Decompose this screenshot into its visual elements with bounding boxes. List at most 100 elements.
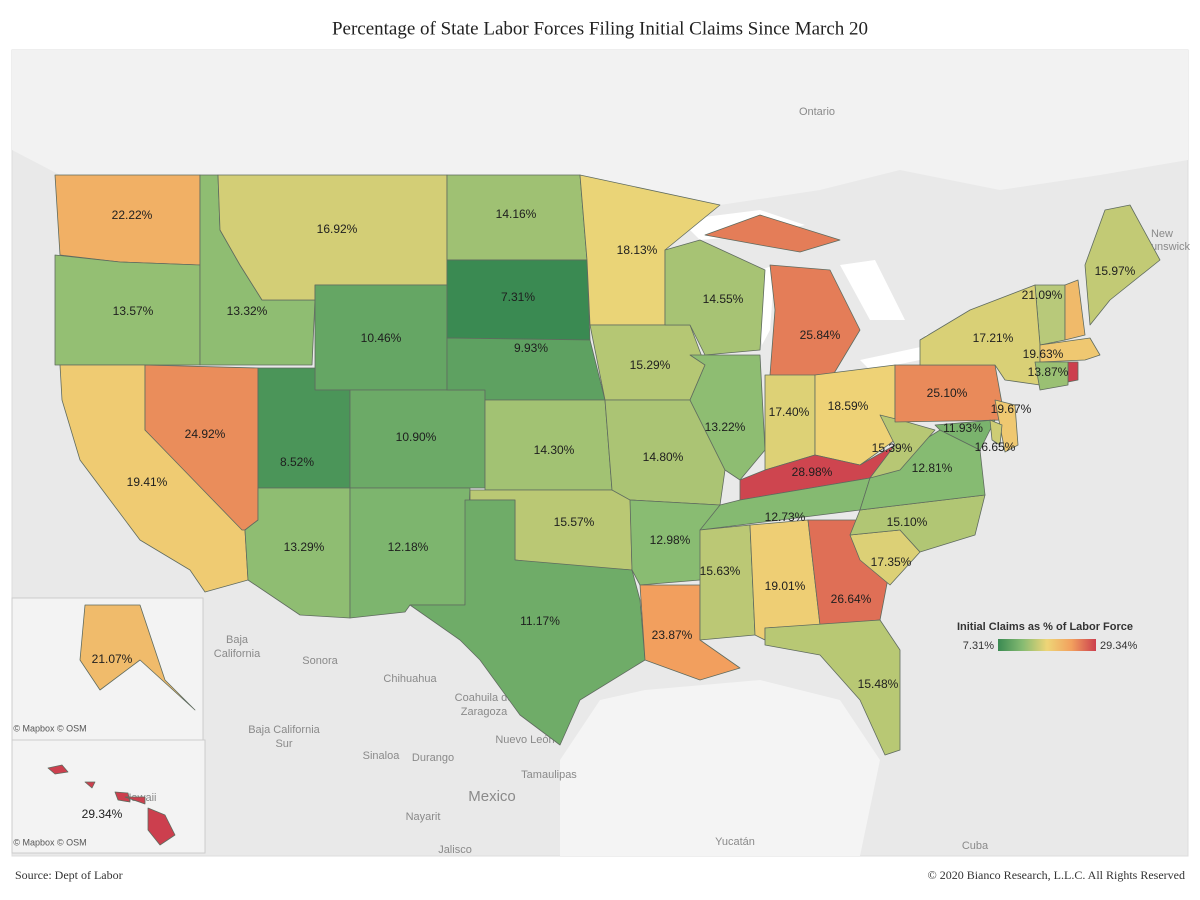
state-value-label: 19.01% xyxy=(765,579,806,593)
basemap-label: Sur xyxy=(275,738,292,750)
basemap-label: Yucatán xyxy=(715,836,755,848)
state-value-label: 7.31% xyxy=(501,290,535,304)
basemap-label: Baja California xyxy=(248,724,320,736)
state xyxy=(47,764,176,846)
state-value-label: 26.64% xyxy=(831,592,872,606)
canada xyxy=(12,50,1188,205)
state-value-label: 14.80% xyxy=(643,450,684,464)
basemap-label: Nuevo León xyxy=(495,734,554,746)
state-value-label: 12.81% xyxy=(912,461,953,475)
state-value-label: 13.32% xyxy=(227,304,268,318)
legend-gradient xyxy=(998,639,1096,651)
state-value-label: 13.57% xyxy=(113,304,154,318)
state-value-label: 15.97% xyxy=(1095,264,1136,278)
state-value-label: 19.67% xyxy=(991,402,1032,416)
state-value-label: 24.92% xyxy=(185,427,226,441)
state xyxy=(989,419,1003,446)
state xyxy=(1034,361,1069,391)
chart-title: Percentage of State Labor Forces Filing … xyxy=(332,18,868,39)
basemap-label: © Mapbox © OSM xyxy=(13,723,86,733)
basemap-label: © Mapbox © OSM xyxy=(13,837,86,847)
state-value-label: 19.41% xyxy=(127,475,168,489)
state xyxy=(689,354,766,481)
state-value-label: 19.63% xyxy=(1023,347,1064,361)
state-value-label: 22.22% xyxy=(112,208,153,222)
source: Source: Dept of Labor xyxy=(15,868,123,882)
state-value-label: 16.92% xyxy=(317,222,358,236)
basemap-label: Baja xyxy=(226,634,249,646)
state xyxy=(699,524,756,641)
state-value-label: 15.57% xyxy=(554,515,595,529)
basemap-label: Durango xyxy=(412,752,454,764)
state-value-label: 11.93% xyxy=(943,421,983,435)
state xyxy=(764,374,816,471)
basemap-label: California xyxy=(214,648,261,660)
state-value-label: 21.09% xyxy=(1022,288,1063,302)
state xyxy=(79,604,196,711)
state-value-label: 17.21% xyxy=(973,331,1014,345)
lake xyxy=(860,345,930,370)
state xyxy=(629,499,721,586)
basemap-label: Ontario xyxy=(799,106,835,118)
state xyxy=(1064,279,1086,341)
basemap-label: Sinaloa xyxy=(363,750,401,762)
copyright: © 2020 Bianco Research, L.L.C. All Right… xyxy=(928,868,1185,882)
state-value-label: 15.48% xyxy=(858,677,899,691)
state-value-label: 25.84% xyxy=(800,328,841,342)
legend-max: 29.34% xyxy=(1100,640,1138,652)
state xyxy=(1039,337,1101,363)
states xyxy=(47,174,1161,846)
state-value-label: 15.10% xyxy=(887,515,928,529)
state-value-label: 28.98% xyxy=(792,465,833,479)
state-value-label: 14.16% xyxy=(496,207,537,221)
state-value-label: 14.55% xyxy=(703,292,744,306)
state xyxy=(409,499,646,746)
state-value-label: 15.63% xyxy=(700,564,741,578)
state-value-label: 13.29% xyxy=(284,540,325,554)
state-value-label: 18.13% xyxy=(617,243,658,257)
hawaii-inset xyxy=(11,739,206,854)
state xyxy=(814,364,896,466)
state-value-label: 12.18% xyxy=(388,540,429,554)
state-value-label: 10.46% xyxy=(361,331,402,345)
basemap-shapes xyxy=(11,50,1188,856)
legend-min: 7.31% xyxy=(963,640,994,652)
state-value-label: 17.40% xyxy=(769,405,810,419)
basemap-label: Coahuila de xyxy=(455,692,514,704)
state-value-label: 9.93% xyxy=(514,341,548,355)
state xyxy=(1084,204,1161,326)
state-labels: 22.22% 13.57% 19.41% 24.92% 13.32% 16.92% 10.4… xyxy=(82,207,1136,821)
basemap-label: Tamaulipas xyxy=(521,769,577,781)
legend-title: Initial Claims as % of Labor Force xyxy=(957,621,1133,633)
basemap-label: Nayarit xyxy=(406,811,441,823)
state-unlabeled xyxy=(1067,361,1079,383)
state-value-label: 16.65% xyxy=(975,440,1016,454)
state-value-label: 15.29% xyxy=(630,358,671,372)
state-value-label: 17.35% xyxy=(871,555,912,569)
state-value-label: 12.98% xyxy=(650,533,691,547)
state-value-label: 14.30% xyxy=(534,443,575,457)
state xyxy=(664,239,766,356)
basemap-label: Chihuahua xyxy=(383,673,437,685)
basemap-label: Sonora xyxy=(302,655,338,667)
basemap-label: Cuba xyxy=(962,840,989,852)
state xyxy=(994,399,1019,453)
state-value-label: 25.10% xyxy=(927,386,968,400)
gulf xyxy=(560,680,880,856)
state-value-label: 12.73% xyxy=(765,510,806,524)
state-value-label: 15.39% xyxy=(872,441,913,455)
state-value-label: 11.17% xyxy=(520,614,560,628)
state-value-label: 29.34% xyxy=(82,807,123,821)
state-value-label: 21.07% xyxy=(92,652,133,666)
state xyxy=(217,174,448,301)
state-value-label: 23.87% xyxy=(652,628,693,642)
basemap-label: New xyxy=(1151,228,1173,240)
state xyxy=(764,619,901,756)
basemap-label: Mexico xyxy=(468,788,516,805)
state-value-label: 18.59% xyxy=(828,399,869,413)
state-value-label: 13.87% xyxy=(1028,365,1069,379)
state-value-label: 13.22% xyxy=(705,420,746,434)
lake xyxy=(840,260,905,320)
state-value-label: 10.90% xyxy=(396,430,437,444)
